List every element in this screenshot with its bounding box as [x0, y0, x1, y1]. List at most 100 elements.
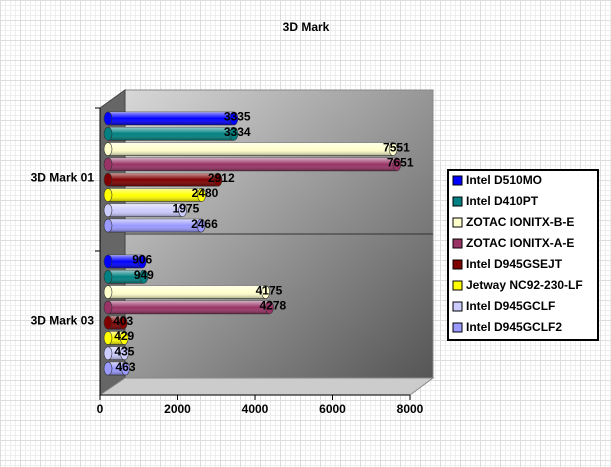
bar-part: [108, 331, 125, 345]
bar: [103, 331, 129, 345]
legend-swatch: [452, 280, 463, 291]
bar: [103, 300, 274, 315]
bar-part: [103, 361, 113, 376]
data-label: 2466: [191, 217, 218, 231]
bar-part: [108, 270, 144, 284]
bar-part: [108, 285, 266, 299]
y-tick-label: 3D Mark 01: [31, 170, 95, 184]
bar-part: [103, 172, 113, 187]
bar-part: [103, 300, 113, 315]
bar-part: [137, 254, 147, 269]
bar-part: [108, 255, 143, 268]
bar-part: [103, 254, 113, 269]
legend-label: Intel D945GSEJT: [466, 257, 563, 271]
data-label: 429: [114, 329, 134, 343]
data-label: 2480: [192, 186, 219, 200]
data-label: 1975: [173, 201, 200, 215]
bar-part: [121, 361, 130, 376]
bar-part: [261, 285, 270, 299]
bar: [103, 203, 187, 218]
bar-part: [229, 111, 239, 126]
bar: [103, 111, 239, 126]
bar-part: [196, 218, 206, 233]
bar-part: [392, 157, 402, 172]
chart-title: 3D Mark: [283, 20, 330, 34]
bar-part: [108, 219, 202, 233]
legend-swatch: [452, 217, 463, 228]
bar-part: [108, 362, 126, 376]
bar: [103, 188, 206, 202]
bar-part: [103, 188, 113, 202]
bar-part: [103, 269, 113, 284]
legend-label: Intel D945GCLF2: [466, 320, 562, 334]
bar-part: [197, 188, 206, 202]
bar-part: [103, 142, 113, 156]
bar-part: [229, 127, 239, 141]
legend-label: Intel D945GCLF: [466, 299, 555, 313]
legend-swatch: [452, 322, 463, 333]
legend-label: ZOTAC IONITX-B-E: [466, 215, 574, 229]
bar: [103, 142, 398, 156]
bar-part: [108, 346, 125, 360]
bar: [103, 254, 147, 269]
data-label: 3335: [224, 110, 251, 124]
bar-part: [119, 331, 129, 345]
data-label: 7651: [387, 156, 414, 170]
bar: [103, 361, 130, 376]
bar-part: [103, 157, 113, 172]
legend-swatch: [452, 175, 463, 186]
data-label: 4175: [256, 283, 283, 297]
legend-label: Jetway NC92-230-LF: [466, 278, 583, 292]
y-tick-label: 3D Mark 03: [31, 313, 95, 327]
bar-part: [139, 269, 149, 284]
data-label: 2912: [208, 171, 235, 185]
x-tick-label: 4000: [242, 402, 269, 416]
bar-part: [265, 300, 274, 315]
bar: [103, 218, 206, 233]
bar-part: [103, 203, 113, 218]
bar: [103, 127, 239, 141]
bar-part: [103, 127, 113, 141]
bar-part: [118, 315, 128, 330]
bar-part: [103, 285, 113, 299]
legend-label: Intel D510MO: [466, 173, 542, 187]
data-label: 463: [115, 360, 135, 374]
data-label: 435: [114, 344, 134, 358]
bar-part: [108, 300, 270, 314]
bar-part: [108, 203, 183, 217]
bar-part: [103, 331, 113, 345]
bar-part: [103, 346, 113, 361]
data-label: 949: [134, 268, 154, 282]
bar: [103, 269, 149, 284]
bar-part: [213, 172, 223, 187]
legend-swatch: [452, 196, 463, 207]
bar-part: [108, 188, 202, 202]
bar-part: [388, 142, 398, 156]
bar: [103, 315, 128, 330]
bar-part: [108, 127, 234, 141]
x-tick-label: 0: [97, 402, 104, 416]
bar: [103, 172, 223, 187]
bar-part: [120, 346, 129, 361]
floor: [98, 377, 435, 396]
data-label: 7551: [383, 140, 410, 154]
bar-part: [108, 173, 218, 187]
data-label: 4278: [259, 299, 286, 313]
bar-part: [108, 157, 397, 171]
data-label: 3334: [224, 125, 251, 139]
legend-swatch: [452, 301, 463, 312]
x-tick-label: 6000: [319, 402, 346, 416]
bar-part: [103, 218, 113, 233]
bar: [103, 157, 402, 172]
legend-label: ZOTAC IONITX-A-E: [466, 236, 574, 250]
bar-part: [178, 203, 187, 218]
data-label: 403: [113, 314, 133, 328]
legend-swatch: [452, 259, 463, 270]
legend-label: Intel D410PT: [466, 194, 539, 208]
x-tick-label: 2000: [164, 402, 191, 416]
data-label: 906: [132, 253, 152, 267]
bar-part: [108, 316, 124, 330]
bar-part: [108, 142, 394, 156]
